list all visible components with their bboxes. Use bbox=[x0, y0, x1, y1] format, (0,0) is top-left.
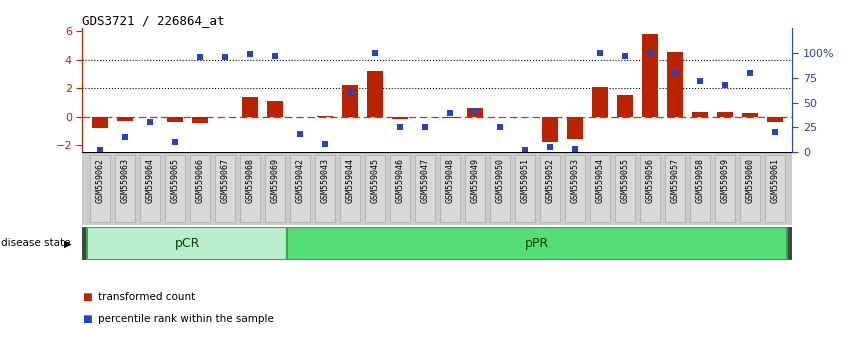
FancyBboxPatch shape bbox=[664, 155, 685, 222]
Text: percentile rank within the sample: percentile rank within the sample bbox=[98, 314, 274, 324]
Bar bbox=[191, 116, 208, 123]
Bar bbox=[717, 112, 733, 116]
Bar bbox=[166, 116, 183, 122]
Bar bbox=[566, 116, 583, 139]
Bar bbox=[142, 116, 158, 117]
Text: GSM559068: GSM559068 bbox=[245, 158, 255, 203]
Text: GSM559064: GSM559064 bbox=[145, 158, 154, 203]
Text: GSM559061: GSM559061 bbox=[771, 158, 779, 203]
Text: GSM559051: GSM559051 bbox=[520, 158, 529, 203]
FancyBboxPatch shape bbox=[440, 155, 460, 222]
Text: GSM559053: GSM559053 bbox=[571, 158, 579, 203]
Text: GSM559057: GSM559057 bbox=[670, 158, 679, 203]
Bar bbox=[417, 116, 433, 117]
Text: pPR: pPR bbox=[526, 237, 549, 250]
Text: GSM559048: GSM559048 bbox=[445, 158, 455, 203]
Text: GSM559052: GSM559052 bbox=[546, 158, 554, 203]
FancyBboxPatch shape bbox=[139, 155, 160, 222]
FancyBboxPatch shape bbox=[615, 155, 635, 222]
Bar bbox=[242, 97, 258, 116]
Bar bbox=[292, 116, 308, 117]
Text: GSM559050: GSM559050 bbox=[495, 158, 504, 203]
Text: GSM559055: GSM559055 bbox=[620, 158, 630, 203]
FancyBboxPatch shape bbox=[114, 155, 135, 222]
Text: GSM559066: GSM559066 bbox=[196, 158, 204, 203]
Text: GSM559059: GSM559059 bbox=[721, 158, 729, 203]
FancyBboxPatch shape bbox=[565, 155, 585, 222]
FancyBboxPatch shape bbox=[390, 155, 410, 222]
Text: GSM559042: GSM559042 bbox=[295, 158, 304, 203]
Bar bbox=[391, 116, 408, 119]
FancyBboxPatch shape bbox=[415, 155, 435, 222]
Text: GSM559044: GSM559044 bbox=[346, 158, 354, 203]
FancyBboxPatch shape bbox=[165, 155, 185, 222]
Bar bbox=[492, 116, 508, 117]
Bar bbox=[216, 116, 233, 117]
Bar bbox=[467, 108, 483, 116]
Text: GSM559062: GSM559062 bbox=[95, 158, 104, 203]
Text: GSM559058: GSM559058 bbox=[695, 158, 704, 203]
Text: GSM559067: GSM559067 bbox=[220, 158, 229, 203]
FancyBboxPatch shape bbox=[540, 155, 560, 222]
Text: disease state: disease state bbox=[1, 238, 70, 249]
Bar bbox=[542, 116, 558, 142]
Bar bbox=[617, 95, 633, 116]
FancyBboxPatch shape bbox=[314, 155, 335, 222]
FancyBboxPatch shape bbox=[365, 155, 385, 222]
FancyBboxPatch shape bbox=[215, 155, 235, 222]
FancyBboxPatch shape bbox=[714, 155, 735, 222]
Text: transformed count: transformed count bbox=[98, 292, 195, 302]
Text: ■: ■ bbox=[82, 314, 92, 324]
Bar bbox=[667, 52, 683, 116]
Bar bbox=[742, 113, 758, 116]
Text: GSM559046: GSM559046 bbox=[395, 158, 404, 203]
Text: pCR: pCR bbox=[175, 237, 200, 250]
FancyBboxPatch shape bbox=[190, 155, 210, 222]
Text: GSM559056: GSM559056 bbox=[645, 158, 655, 203]
Text: GSM559060: GSM559060 bbox=[746, 158, 754, 203]
FancyBboxPatch shape bbox=[740, 155, 760, 222]
FancyBboxPatch shape bbox=[514, 155, 535, 222]
Bar bbox=[87, 227, 288, 260]
FancyBboxPatch shape bbox=[339, 155, 360, 222]
FancyBboxPatch shape bbox=[289, 155, 310, 222]
Bar bbox=[267, 101, 283, 116]
Bar bbox=[117, 116, 132, 121]
Bar bbox=[692, 112, 708, 116]
FancyBboxPatch shape bbox=[489, 155, 510, 222]
Text: GSM559043: GSM559043 bbox=[320, 158, 329, 203]
Bar bbox=[342, 85, 358, 116]
FancyBboxPatch shape bbox=[590, 155, 611, 222]
FancyBboxPatch shape bbox=[264, 155, 285, 222]
FancyBboxPatch shape bbox=[464, 155, 485, 222]
Text: GSM559047: GSM559047 bbox=[420, 158, 430, 203]
Bar bbox=[642, 34, 658, 116]
Text: GSM559065: GSM559065 bbox=[171, 158, 179, 203]
Bar bbox=[517, 116, 533, 117]
Bar bbox=[766, 116, 783, 122]
Text: GDS3721 / 226864_at: GDS3721 / 226864_at bbox=[82, 14, 225, 27]
Bar bbox=[591, 87, 608, 116]
Text: ▶: ▶ bbox=[64, 238, 72, 249]
FancyBboxPatch shape bbox=[640, 155, 660, 222]
Bar bbox=[366, 71, 383, 116]
Text: ■: ■ bbox=[82, 292, 92, 302]
FancyBboxPatch shape bbox=[765, 155, 785, 222]
Bar bbox=[288, 227, 787, 260]
FancyBboxPatch shape bbox=[89, 155, 110, 222]
Bar bbox=[92, 116, 108, 128]
Bar bbox=[442, 116, 458, 118]
FancyBboxPatch shape bbox=[240, 155, 260, 222]
Text: GSM559069: GSM559069 bbox=[270, 158, 280, 203]
Text: GSM559049: GSM559049 bbox=[470, 158, 480, 203]
FancyBboxPatch shape bbox=[689, 155, 710, 222]
Text: GSM559063: GSM559063 bbox=[120, 158, 129, 203]
Text: GSM559054: GSM559054 bbox=[595, 158, 604, 203]
Text: GSM559045: GSM559045 bbox=[371, 158, 379, 203]
